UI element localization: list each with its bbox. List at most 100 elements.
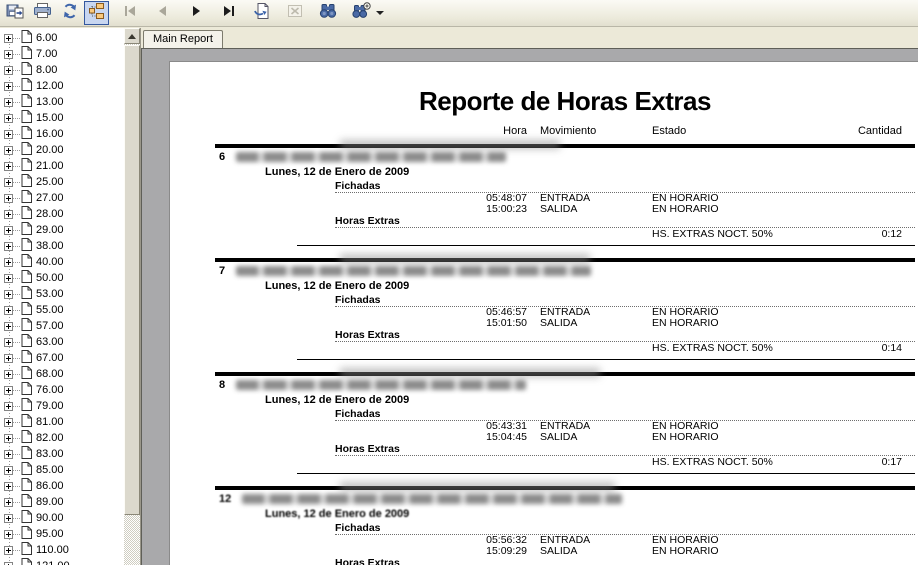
tree-item[interactable]: 89.00 xyxy=(2,494,123,510)
tree-item-label: 76.00 xyxy=(36,384,64,396)
tab-main-report[interactable]: Main Report xyxy=(143,30,223,48)
first-page-icon xyxy=(122,3,138,24)
expand-plus-icon[interactable] xyxy=(4,433,13,443)
tree-item[interactable]: 67.00 xyxy=(2,350,123,366)
expand-plus-icon[interactable] xyxy=(4,529,13,539)
expand-plus-icon[interactable] xyxy=(4,177,13,187)
punch-status: EN HORARIO xyxy=(652,317,719,329)
tree-item[interactable]: 12.00 xyxy=(2,78,123,94)
expand-plus-icon[interactable] xyxy=(4,417,13,427)
last-page-button[interactable] xyxy=(216,1,241,25)
expand-plus-icon[interactable] xyxy=(4,289,13,299)
expand-plus-icon[interactable] xyxy=(4,321,13,331)
export-button[interactable] xyxy=(3,1,28,25)
expand-plus-icon[interactable] xyxy=(4,353,13,363)
expand-plus-icon[interactable] xyxy=(4,65,13,75)
expand-plus-icon[interactable] xyxy=(4,385,13,395)
expand-plus-icon[interactable] xyxy=(4,129,13,139)
expand-plus-icon[interactable] xyxy=(4,449,13,459)
group-tree-panel: 6.00 7.00 8.00 12.00 xyxy=(0,28,141,565)
report-group: 6 Lunes, 12 de Enero de 2009 Fichadas 05… xyxy=(215,140,915,246)
page-icon xyxy=(21,526,32,542)
tree-item[interactable]: 20.00 xyxy=(2,142,123,158)
tree-item[interactable]: 79.00 xyxy=(2,398,123,414)
tree-item[interactable]: 38.00 xyxy=(2,238,123,254)
tree-item[interactable]: 81.00 xyxy=(2,414,123,430)
expand-plus-icon[interactable] xyxy=(4,273,13,283)
expand-plus-icon[interactable] xyxy=(4,49,13,59)
expand-plus-icon[interactable] xyxy=(4,225,13,235)
expand-plus-icon[interactable] xyxy=(4,193,13,203)
expand-plus-icon[interactable] xyxy=(4,33,13,43)
print-button[interactable] xyxy=(30,1,55,25)
expand-plus-icon[interactable] xyxy=(4,545,13,555)
expand-plus-icon[interactable] xyxy=(4,465,13,475)
expand-plus-icon[interactable] xyxy=(4,497,13,507)
tree-item[interactable]: 53.00 xyxy=(2,286,123,302)
tree-item[interactable]: 85.00 xyxy=(2,462,123,478)
zoom-button[interactable] xyxy=(348,1,373,25)
toggle-group-tree-button[interactable] xyxy=(84,1,109,25)
expand-plus-icon[interactable] xyxy=(4,161,13,171)
expand-plus-icon[interactable] xyxy=(4,305,13,315)
expand-plus-icon[interactable] xyxy=(4,561,13,565)
tree-item[interactable]: 6.00 xyxy=(2,30,123,46)
group-header: 8 xyxy=(215,379,915,391)
tree-item[interactable]: 8.00 xyxy=(2,62,123,78)
tree-item[interactable]: 95.00 xyxy=(2,526,123,542)
tree-item[interactable]: 27.00 xyxy=(2,190,123,206)
find-button[interactable] xyxy=(315,1,340,25)
tree-item[interactable]: 7.00 xyxy=(2,46,123,62)
tree-item[interactable]: 50.00 xyxy=(2,270,123,286)
page-icon xyxy=(21,30,32,46)
scrollbar-thumb[interactable] xyxy=(124,45,140,515)
tree-item-label: 82.00 xyxy=(36,432,64,444)
expand-plus-icon[interactable] xyxy=(4,481,13,491)
expand-plus-icon[interactable] xyxy=(4,97,13,107)
expand-plus-icon[interactable] xyxy=(4,145,13,155)
scroll-up-button[interactable] xyxy=(124,28,140,44)
tree-item[interactable]: 15.00 xyxy=(2,110,123,126)
tree-item[interactable]: 76.00 xyxy=(2,382,123,398)
tree-dots xyxy=(13,293,20,295)
tree-item[interactable]: 25.00 xyxy=(2,174,123,190)
expand-plus-icon[interactable] xyxy=(4,513,13,523)
tree-dots xyxy=(13,213,20,215)
tree-item[interactable]: 28.00 xyxy=(2,206,123,222)
tree-item[interactable]: 55.00 xyxy=(2,302,123,318)
zoom-dropdown-arrow[interactable] xyxy=(376,11,384,15)
expand-plus-icon[interactable] xyxy=(4,81,13,91)
punch-movement: ENTRADA xyxy=(540,420,591,432)
expand-plus-icon[interactable] xyxy=(4,113,13,123)
tree-item[interactable]: 83.00 xyxy=(2,446,123,462)
tree-item[interactable]: 68.00 xyxy=(2,366,123,382)
tree-item[interactable]: 82.00 xyxy=(2,430,123,446)
expand-plus-icon[interactable] xyxy=(4,209,13,219)
tree-item[interactable]: 13.00 xyxy=(2,94,123,110)
tree-item[interactable]: 40.00 xyxy=(2,254,123,270)
goto-page-button[interactable] xyxy=(249,1,274,25)
refresh-button[interactable] xyxy=(57,1,82,25)
expand-plus-icon[interactable] xyxy=(4,241,13,251)
tree-item[interactable]: 21.00 xyxy=(2,158,123,174)
tree-item[interactable]: 29.00 xyxy=(2,222,123,238)
tree-item[interactable]: 16.00 xyxy=(2,126,123,142)
expand-plus-icon[interactable] xyxy=(4,337,13,347)
tree-dots xyxy=(13,405,20,407)
tree-scrollbar[interactable] xyxy=(124,28,140,565)
tree-item[interactable]: 90.00 xyxy=(2,510,123,526)
expand-plus-icon[interactable] xyxy=(4,257,13,267)
tree-dots xyxy=(13,453,20,455)
expand-plus-icon[interactable] xyxy=(4,401,13,411)
fichadas-label: Fichadas xyxy=(335,180,381,192)
tree-item[interactable]: 121.00 xyxy=(2,558,123,565)
horas-extras-label: Horas Extras xyxy=(335,557,400,565)
next-page-button[interactable] xyxy=(183,1,208,25)
page-icon xyxy=(21,110,32,126)
tree-item[interactable]: 57.00 xyxy=(2,318,123,334)
tree-item[interactable]: 86.00 xyxy=(2,478,123,494)
redacted-name xyxy=(236,152,507,162)
expand-plus-icon[interactable] xyxy=(4,369,13,379)
tree-item[interactable]: 110.00 xyxy=(2,542,123,558)
tree-item[interactable]: 63.00 xyxy=(2,334,123,350)
